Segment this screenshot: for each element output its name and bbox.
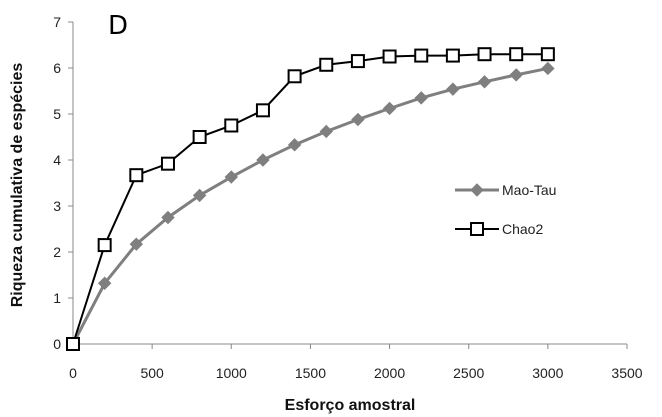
y-tick-label: 3	[53, 198, 61, 214]
data-point	[129, 168, 144, 183]
x-tick-label: 2500	[453, 365, 484, 381]
data-point	[382, 49, 397, 64]
legend-marker	[470, 222, 484, 236]
series-line	[72, 53, 548, 345]
data-point	[540, 47, 555, 62]
x-tick-label: 0	[69, 365, 77, 381]
data-point	[350, 54, 365, 69]
data-point	[319, 124, 333, 139]
data-point	[509, 68, 523, 82]
chart-ticks: 0 1 2 3 4 5 6 7 0 500 1000 1500 2000 2500 3000 3500	[53, 14, 643, 381]
data-point	[414, 48, 429, 63]
legend-entry: Chao2	[455, 221, 543, 237]
x-tick-label: 3500	[611, 365, 642, 381]
data-point	[66, 337, 80, 351]
x-tick-label: 3000	[532, 365, 563, 381]
data-point	[287, 138, 302, 152]
y-tick-label: 7	[53, 14, 61, 30]
data-point	[509, 47, 524, 62]
chart-axes	[72, 22, 627, 345]
data-point	[97, 276, 112, 290]
y-tick-label: 0	[53, 336, 61, 352]
data-point	[382, 101, 397, 116]
data-point	[160, 156, 175, 171]
panel-letter: D	[108, 11, 128, 41]
data-point	[192, 188, 207, 203]
legend-label: Mao-Tau	[502, 182, 556, 198]
legend-label: Chao2	[502, 221, 543, 237]
data-point	[446, 82, 460, 96]
series-line	[71, 66, 549, 345]
legend: Mao-Tau Chao2	[455, 182, 556, 237]
y-tick-label: 6	[53, 60, 61, 76]
data-point	[445, 48, 460, 63]
y-axis-title: Riqueza cumulativa de espécies	[9, 63, 26, 308]
x-tick-label: 500	[140, 365, 164, 381]
y-tick-label: 5	[53, 106, 61, 122]
x-axis-title: Esforço amostral	[285, 397, 416, 414]
data-point	[414, 91, 428, 105]
data-point	[256, 153, 270, 167]
data-point	[477, 47, 492, 62]
legend-entry: Mao-Tau	[455, 182, 556, 198]
data-point	[224, 118, 239, 133]
data-point	[129, 237, 144, 251]
y-tick-label: 4	[53, 152, 61, 168]
x-tick-label: 2000	[374, 365, 405, 381]
x-tick-label: 1500	[295, 365, 326, 381]
data-point	[319, 57, 334, 72]
data-point	[255, 103, 270, 118]
data-point	[541, 61, 555, 76]
data-point	[477, 75, 492, 89]
data-point	[351, 112, 365, 127]
chart-series	[66, 47, 555, 351]
series-mao-tau	[66, 61, 555, 351]
y-tick-label: 2	[53, 244, 61, 260]
data-point	[224, 170, 238, 184]
data-point	[97, 238, 112, 253]
x-tick-label: 1000	[216, 365, 247, 381]
legend-marker	[470, 183, 484, 197]
data-point	[287, 69, 302, 84]
data-point	[192, 130, 207, 144]
series-chao2	[66, 47, 555, 351]
data-point	[161, 210, 175, 225]
y-tick-label: 1	[53, 290, 61, 306]
